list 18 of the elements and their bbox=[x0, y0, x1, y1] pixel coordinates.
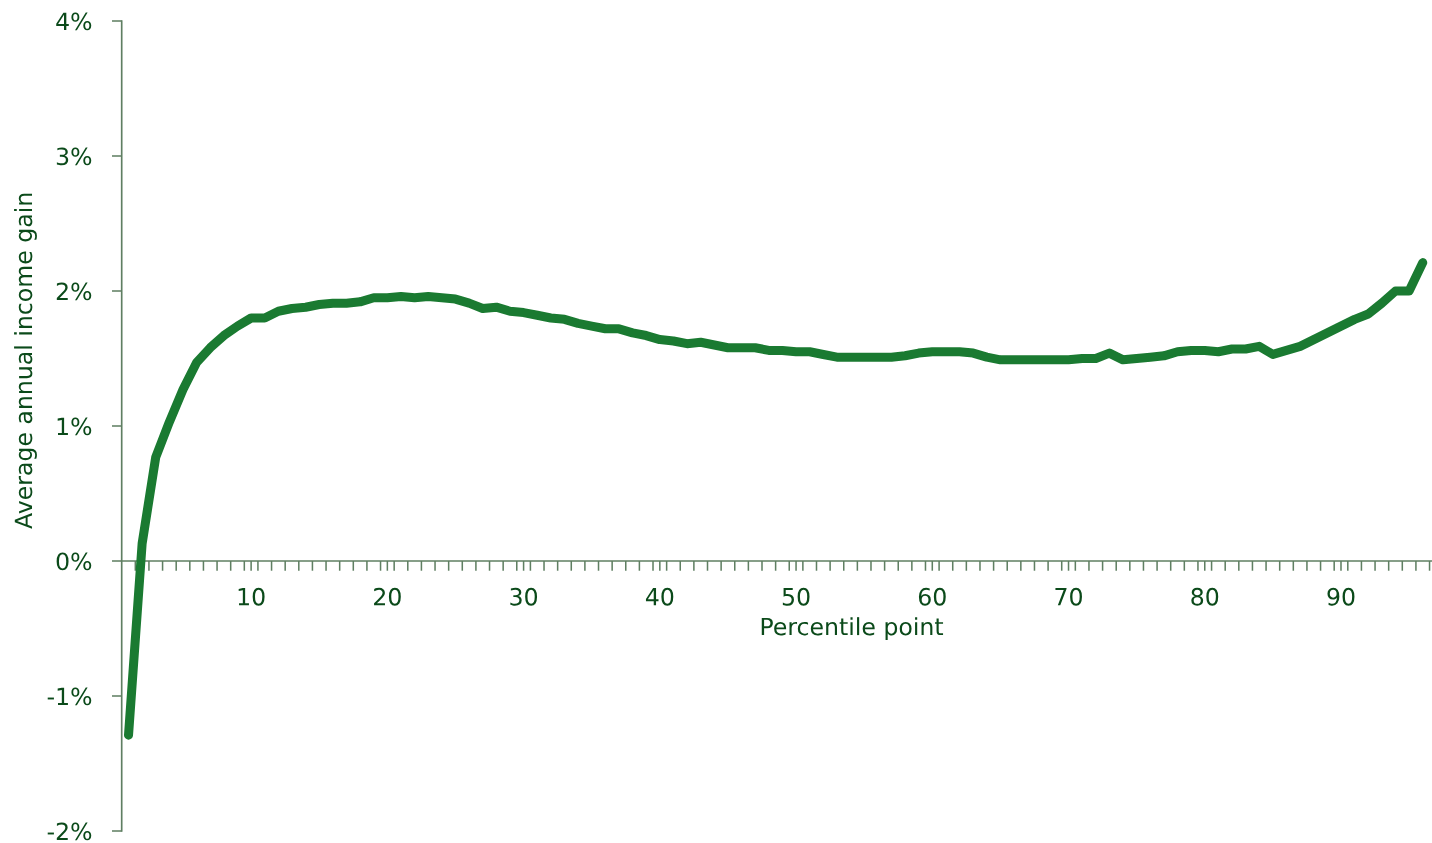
x-tick-label: 10 bbox=[238, 587, 265, 606]
x-tick-label: 20 bbox=[374, 587, 401, 606]
y-tick-label: -2% bbox=[47, 822, 92, 841]
x-tick-label: 80 bbox=[1191, 587, 1219, 606]
x-tick-label: 40 bbox=[645, 587, 674, 606]
x-tick-label: 90 bbox=[1327, 587, 1355, 606]
y-tick-label: 2% bbox=[56, 282, 92, 301]
y-tick-label: 3% bbox=[56, 147, 92, 166]
y-tick-label: -1% bbox=[47, 687, 92, 706]
x-axis-title: Percentile point bbox=[761, 617, 944, 641]
x-tick-label: 50 bbox=[782, 587, 810, 606]
y-tick-label: 0% bbox=[56, 552, 92, 571]
x-tick-label: 30 bbox=[510, 587, 538, 606]
y-tick-label: 4% bbox=[56, 12, 92, 31]
x-tick-label: 70 bbox=[1055, 587, 1082, 606]
x-tick-label: 60 bbox=[918, 587, 946, 606]
y-axis-title: Average annual income gain bbox=[14, 193, 37, 529]
y-tick-label: 1% bbox=[57, 417, 92, 436]
